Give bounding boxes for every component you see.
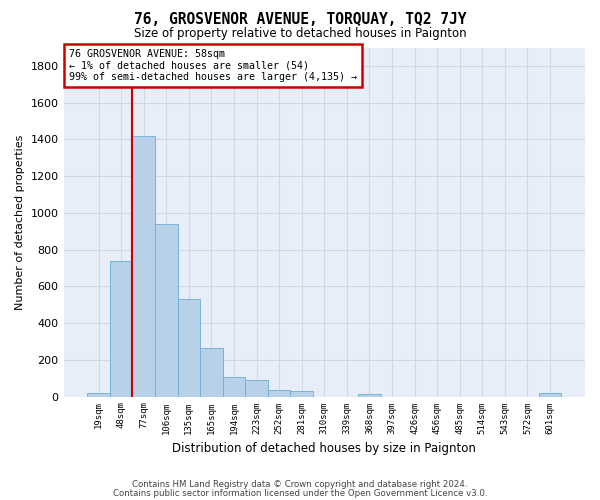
Bar [268, 390, 290, 396]
Bar [178, 299, 200, 396]
Bar [223, 378, 245, 396]
X-axis label: Distribution of detached houses by size in Paignton: Distribution of detached houses by size … [172, 442, 476, 455]
Text: Size of property relative to detached houses in Paignton: Size of property relative to detached ho… [134, 28, 466, 40]
Bar [155, 224, 178, 396]
Bar [110, 260, 133, 396]
Text: Contains public sector information licensed under the Open Government Licence v3: Contains public sector information licen… [113, 488, 487, 498]
Text: 76 GROSVENOR AVENUE: 58sqm
← 1% of detached houses are smaller (54)
99% of semi-: 76 GROSVENOR AVENUE: 58sqm ← 1% of detac… [69, 49, 357, 82]
Bar [358, 394, 381, 396]
Text: Contains HM Land Registry data © Crown copyright and database right 2024.: Contains HM Land Registry data © Crown c… [132, 480, 468, 489]
Bar [200, 348, 223, 397]
Bar [87, 392, 110, 396]
Bar [290, 392, 313, 396]
Bar [133, 136, 155, 396]
Bar [539, 393, 561, 396]
Text: 76, GROSVENOR AVENUE, TORQUAY, TQ2 7JY: 76, GROSVENOR AVENUE, TORQUAY, TQ2 7JY [134, 12, 466, 28]
Y-axis label: Number of detached properties: Number of detached properties [15, 134, 25, 310]
Bar [245, 380, 268, 396]
